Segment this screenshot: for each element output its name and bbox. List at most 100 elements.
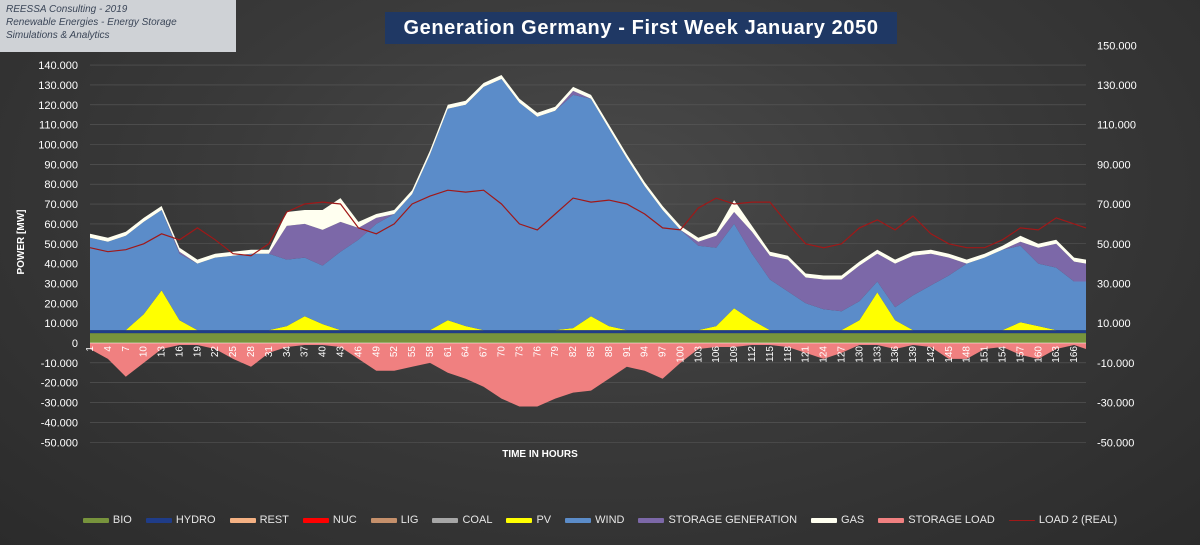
y-tick-label: -20.000	[41, 378, 78, 390]
x-tick-label: 55	[407, 346, 418, 358]
legend-label: BIO	[112, 514, 132, 526]
x-tick-label: 19	[192, 346, 203, 358]
y-axis-label: POWER [MW]	[16, 210, 27, 275]
legend-item-storage-load: STORAGE LOAD	[878, 514, 995, 526]
x-tick-label: 130	[854, 346, 865, 363]
y-tick-label: -40.000	[41, 417, 78, 429]
x-tick-label: 163	[1051, 346, 1062, 363]
legend-label: HYDRO	[175, 514, 216, 526]
area-hydro	[90, 330, 1086, 334]
y-tick-label: 0	[72, 338, 78, 350]
legend-item-storage-generation: STORAGE GENERATION	[638, 514, 797, 526]
y-tick-label: 80.000	[44, 179, 78, 191]
x-tick-label: 37	[300, 346, 311, 358]
x-tick-label: 79	[550, 346, 561, 358]
x-tick-label: 91	[622, 346, 633, 358]
y2-tick-label: 110.000	[1097, 120, 1136, 132]
x-tick-label: 10	[139, 346, 150, 358]
legend-label: LIG	[400, 514, 419, 526]
x-tick-label: 82	[568, 346, 579, 358]
legend-swatch	[565, 517, 592, 523]
y2-tick-label: 150.000	[1097, 40, 1137, 52]
x-tick-label: 73	[514, 346, 525, 358]
y-tick-label: 10.000	[44, 318, 78, 330]
y2-tick-label: 130.000	[1097, 80, 1137, 92]
x-tick-label: 70	[497, 346, 508, 358]
x-tick-label: 139	[908, 346, 919, 363]
x-tick-label: 103	[693, 346, 704, 363]
y-tick-label: 90.000	[44, 159, 78, 171]
legend-swatch	[878, 517, 905, 523]
legend-label: STORAGE LOAD	[908, 514, 995, 526]
legend-item-pv: PV	[506, 514, 551, 526]
legend-item-lig: LIG	[370, 514, 419, 526]
x-tick-label: 67	[479, 346, 490, 358]
x-tick-label: 136	[890, 346, 901, 363]
y2-tick-label: 90.000	[1097, 159, 1131, 171]
series-areas	[89, 75, 1087, 407]
x-tick-label: 97	[658, 346, 669, 358]
x-tick-label: 13	[157, 346, 168, 358]
legend-swatch	[811, 517, 838, 523]
legend-label: WIND	[595, 514, 625, 526]
x-tick-label: 16	[175, 346, 186, 358]
x-tick-label: 64	[461, 346, 472, 358]
legend-label: REST	[259, 514, 289, 526]
y-tick-label: -30.000	[41, 398, 78, 410]
watermark: REESSA Consulting - 2019 Renewable Energ…	[0, 0, 236, 52]
x-tick-label: 106	[711, 346, 722, 363]
watermark-line-3: Simulations & Analytics	[6, 30, 110, 41]
area-wind	[90, 79, 1086, 331]
line-load-2-real	[89, 189, 1087, 257]
x-tick-label: 61	[443, 346, 454, 358]
y-tick-label: 70.000	[44, 199, 78, 211]
x-tick-label: 115	[765, 346, 776, 362]
x-tick-label: 58	[425, 346, 436, 358]
legend-label: GAS	[841, 514, 865, 526]
y-tick-label: 140.000	[38, 60, 78, 72]
x-tick-label: 40	[318, 346, 329, 358]
x-axis-label: TIME IN HOURS	[502, 449, 578, 460]
x-tick-label: 133	[872, 346, 883, 363]
x-tick-label: 157	[1015, 346, 1026, 363]
y2-tick-label: -10.000	[1097, 358, 1134, 370]
x-tick-label: 49	[371, 346, 382, 358]
y2-tick-label: 70.000	[1097, 199, 1131, 211]
x-tick-label: 121	[801, 346, 812, 363]
legend-item-wind: WIND	[565, 514, 624, 526]
x-tick-label: 154	[998, 346, 1009, 363]
x-tick-label: 25	[228, 346, 239, 358]
x-tick-label: 76	[532, 346, 543, 358]
legend-item-gas: GAS	[811, 514, 864, 526]
legend: BIO HYDRO REST NUC LIG COAL PV WIND STORAGE GENE…	[0, 510, 1200, 530]
legend-label: LOAD 2 (REAL)	[1038, 514, 1118, 526]
y-tick-label: 130.000	[38, 80, 78, 92]
x-tick-label: 4	[103, 346, 114, 352]
x-tick-label: 22	[210, 346, 221, 358]
legend-swatch	[82, 517, 109, 523]
y2-tick-label: 10.000	[1097, 318, 1131, 330]
x-tick-label: 28	[246, 346, 257, 358]
x-tick-label: 1	[85, 346, 96, 352]
y2-tick-label: 50.000	[1097, 239, 1131, 251]
x-tick-label: 118	[783, 346, 794, 362]
area-storage-load	[90, 343, 1086, 407]
y2-tick-label: -50.000	[1097, 437, 1134, 449]
watermark-line-1: REESSA Consulting - 2019	[6, 4, 128, 15]
x-tick-label: 112	[747, 346, 758, 362]
x-tick-label: 46	[353, 346, 364, 358]
axes: -50.000 -40.000 -30.000 -20.000 -10.000 0 10.0…	[38, 40, 1137, 449]
x-tick-label: 145	[944, 346, 955, 363]
x-tick-label: 148	[962, 346, 973, 363]
legend-item-load-2-real: LOAD 2 (REAL)	[1008, 514, 1118, 526]
x-tick-label: 151	[980, 346, 991, 363]
y-tick-label: 30.000	[44, 278, 78, 290]
x-tick-label: 142	[926, 346, 937, 363]
area-pv	[90, 290, 1086, 331]
legend-label: PV	[536, 514, 552, 526]
x-tick-label: 34	[282, 346, 293, 358]
x-tick-label: 109	[729, 346, 740, 363]
x-tick-label: 52	[389, 346, 400, 358]
legend-swatch	[432, 517, 459, 523]
